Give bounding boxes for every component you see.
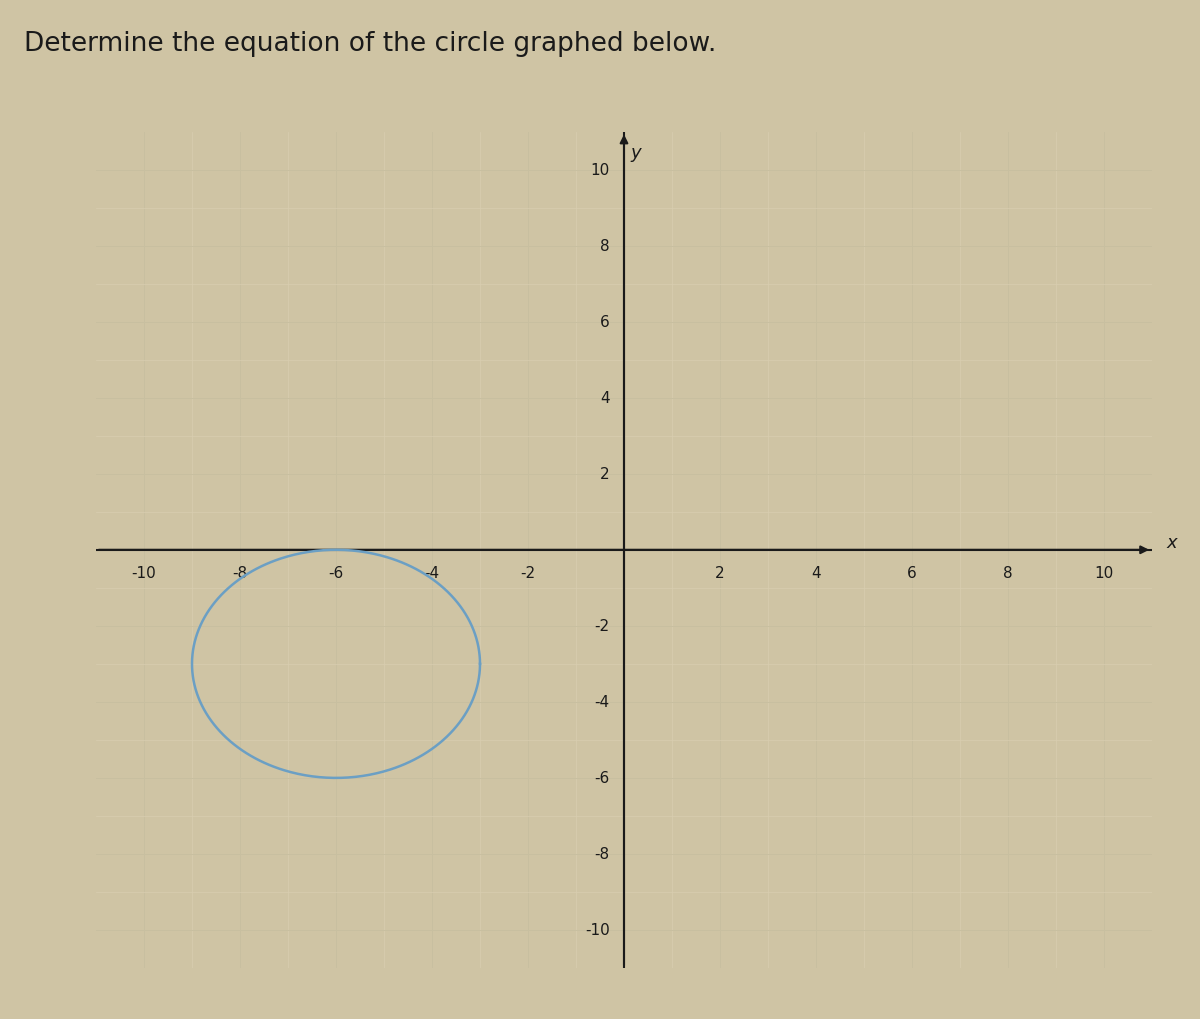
Text: y: y [631, 144, 641, 162]
Text: 10: 10 [590, 163, 610, 178]
Text: -2: -2 [521, 566, 535, 581]
Text: 6: 6 [600, 315, 610, 330]
Text: -8: -8 [233, 566, 247, 581]
Text: -6: -6 [329, 566, 343, 581]
Text: -10: -10 [132, 566, 156, 581]
Text: 10: 10 [1094, 566, 1114, 581]
Text: -6: -6 [594, 770, 610, 786]
Text: -10: -10 [584, 922, 610, 937]
Text: 2: 2 [600, 467, 610, 482]
Text: 8: 8 [600, 238, 610, 254]
Text: -4: -4 [594, 695, 610, 709]
Text: -4: -4 [425, 566, 439, 581]
Text: 6: 6 [907, 566, 917, 581]
Text: 4: 4 [811, 566, 821, 581]
Text: x: x [1166, 534, 1177, 551]
Text: -8: -8 [594, 847, 610, 862]
Text: -2: -2 [594, 619, 610, 634]
Text: 8: 8 [1003, 566, 1013, 581]
Text: 2: 2 [715, 566, 725, 581]
Text: Determine the equation of the circle graphed below.: Determine the equation of the circle gra… [24, 31, 716, 56]
Text: 4: 4 [600, 391, 610, 406]
